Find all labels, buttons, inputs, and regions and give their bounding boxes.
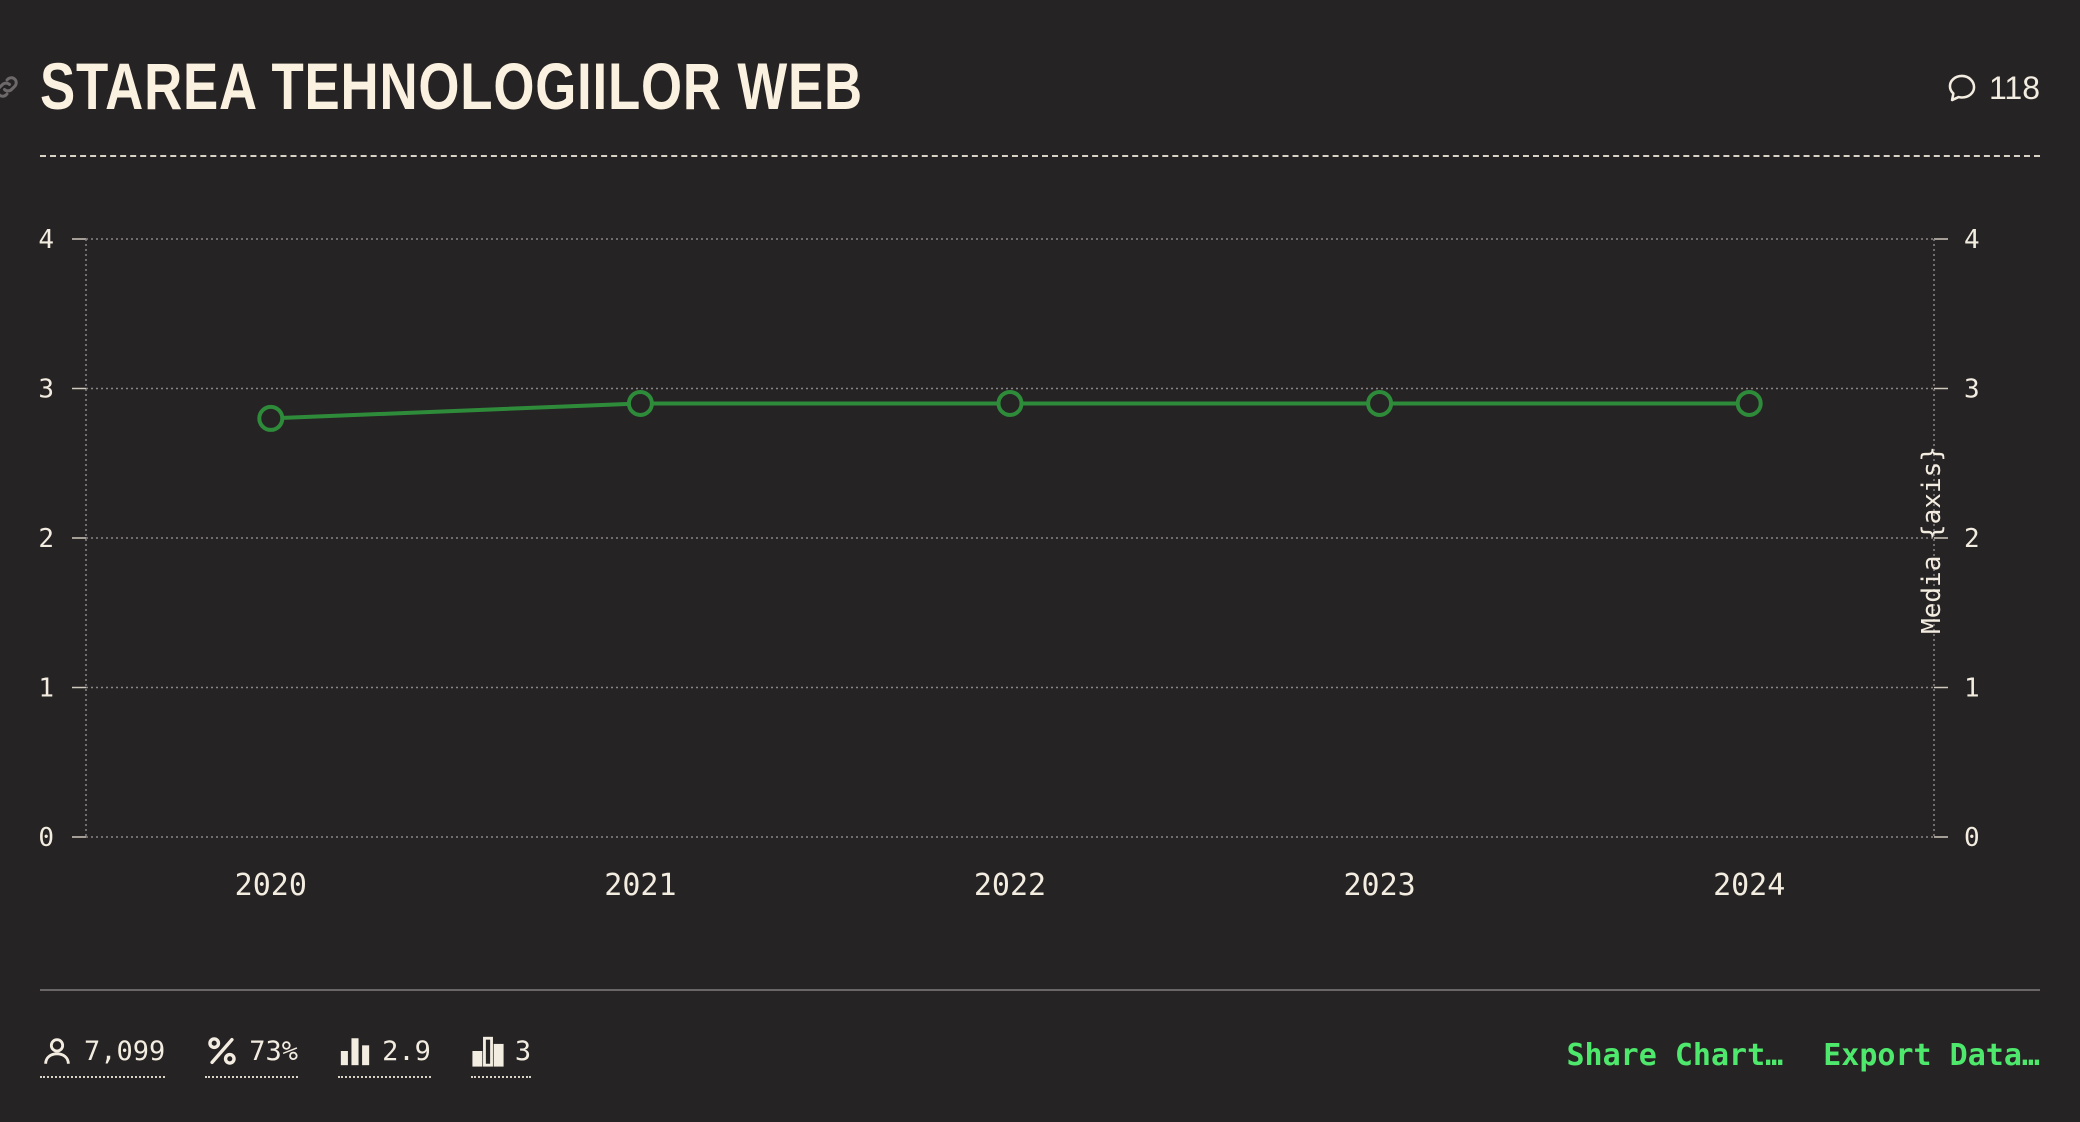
footer-divider <box>40 989 2040 991</box>
y-tick-label: 0 <box>38 823 54 853</box>
data-point <box>257 404 285 432</box>
user-icon <box>44 1038 70 1064</box>
average-value: 2.9 <box>382 1035 431 1067</box>
export-data-button[interactable]: Export Data… <box>1823 1038 2040 1073</box>
bar-chart-icon <box>472 1036 504 1067</box>
y-tick-label: 2 <box>38 524 54 554</box>
y-tick-label: 4 <box>38 225 54 255</box>
speech-bubble-icon <box>1948 74 1976 102</box>
x-tick-label: 2023 <box>1343 868 1415 903</box>
data-point <box>996 389 1024 417</box>
chart-actions: Share Chart… Export Data… <box>1567 1038 2041 1073</box>
header-divider <box>40 155 2040 157</box>
percentage-value: 73% <box>249 1035 299 1067</box>
comments-button[interactable]: 118 <box>1945 66 2040 110</box>
y2-tick-label: 4 <box>1964 225 1980 255</box>
respondents-stat[interactable]: 7,099 <box>40 1034 166 1078</box>
comment-count: 118 <box>1988 69 2040 106</box>
y-tick-label: 3 <box>38 375 54 405</box>
stats-bar: 7,099 73% 2.9 3 <box>40 1034 532 1078</box>
bar-chart-icon <box>340 1038 370 1066</box>
line-chart: 0 0 1 1 2 2 3 3 4 4 2020 2021 2022 2023 2024 Media {axi… <box>38 225 1980 903</box>
data-point <box>1735 389 1763 417</box>
percentage-stat[interactable]: 73% <box>205 1034 299 1078</box>
y2-tick-label: 3 <box>1964 375 1980 405</box>
page-title: STAREA TEHNOLOGIILOR WEB <box>40 49 863 123</box>
y2-axis-title: Media {axis} <box>1917 446 1947 634</box>
x-tick-label: 2021 <box>604 868 676 903</box>
median-value: 3 <box>514 1035 532 1067</box>
share-chart-button[interactable]: Share Chart… <box>1566 1038 1784 1073</box>
x-tick-label: 2022 <box>974 868 1046 903</box>
percent-icon <box>208 1037 237 1065</box>
y-tick-label: 1 <box>38 674 54 704</box>
y2-tick-label: 2 <box>1964 524 1980 554</box>
data-point <box>626 389 654 417</box>
average-stat[interactable]: 2.9 <box>338 1034 431 1078</box>
link-icon[interactable] <box>0 72 22 102</box>
x-tick-label: 2024 <box>1713 868 1785 903</box>
median-stat[interactable]: 3 <box>470 1034 532 1078</box>
y2-tick-label: 1 <box>1964 674 1980 704</box>
y2-tick-label: 0 <box>1964 823 1980 853</box>
x-tick-label: 2020 <box>235 868 307 903</box>
data-point <box>1366 389 1394 417</box>
respondents-value: 7,099 <box>84 1035 166 1067</box>
